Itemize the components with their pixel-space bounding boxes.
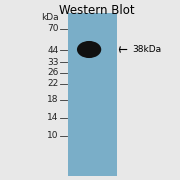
Text: 38kDa: 38kDa [132, 45, 161, 54]
Text: 14: 14 [47, 113, 58, 122]
Text: 33: 33 [47, 58, 58, 67]
Text: 22: 22 [47, 79, 58, 88]
Text: 70: 70 [47, 24, 58, 33]
Text: kDa: kDa [41, 13, 58, 22]
Ellipse shape [77, 41, 101, 58]
Text: 10: 10 [47, 131, 58, 140]
Bar [68, 13, 117, 176]
Text: 44: 44 [47, 46, 58, 55]
Text: 26: 26 [47, 68, 58, 77]
Text: 18: 18 [47, 95, 58, 104]
Text: Western Blot: Western Blot [59, 4, 135, 17]
